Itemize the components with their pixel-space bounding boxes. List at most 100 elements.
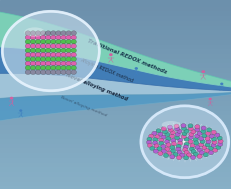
Circle shape [203,153,208,157]
Circle shape [201,70,205,73]
Polygon shape [0,47,231,91]
Circle shape [161,127,166,131]
Circle shape [51,48,56,53]
Circle shape [158,132,163,136]
Circle shape [61,31,66,35]
Circle shape [152,131,157,135]
Circle shape [188,124,193,128]
Circle shape [191,155,196,160]
Circle shape [176,147,181,151]
Circle shape [66,66,71,70]
Circle shape [25,66,31,70]
Circle shape [201,129,206,133]
Bar [0,132,231,137]
Circle shape [180,153,185,157]
Circle shape [25,53,31,57]
Circle shape [153,149,158,153]
Bar [0,184,231,189]
Circle shape [194,141,199,145]
Circle shape [187,153,192,157]
Circle shape [164,140,170,144]
Circle shape [61,66,66,70]
Circle shape [56,31,61,35]
Circle shape [162,130,167,134]
Circle shape [61,53,66,57]
Bar [0,66,231,71]
Circle shape [46,57,51,61]
Circle shape [170,130,175,135]
Bar [0,151,231,156]
Circle shape [30,70,36,74]
Circle shape [158,151,163,156]
Circle shape [40,57,46,61]
Circle shape [30,44,36,48]
Circle shape [176,144,181,148]
Circle shape [66,70,71,74]
Circle shape [51,61,56,66]
Circle shape [161,144,166,149]
Circle shape [51,44,56,48]
Circle shape [184,150,189,154]
Circle shape [46,44,51,48]
Bar [0,156,231,161]
Bar [0,57,231,61]
Bar [0,94,231,99]
Circle shape [56,48,61,53]
Circle shape [56,57,61,61]
Circle shape [71,48,76,53]
Circle shape [25,44,31,48]
Circle shape [141,106,229,178]
Bar [0,61,231,66]
Circle shape [171,142,176,146]
Circle shape [61,57,66,61]
Bar [0,123,231,128]
Circle shape [195,128,200,132]
Circle shape [146,140,152,144]
Circle shape [56,70,61,74]
Circle shape [188,140,193,144]
Circle shape [35,31,41,35]
Circle shape [161,149,166,153]
Circle shape [156,129,161,133]
Circle shape [178,138,183,142]
Circle shape [61,61,66,66]
Circle shape [165,132,170,137]
Circle shape [71,66,76,70]
Circle shape [218,139,223,143]
Circle shape [184,156,189,160]
Circle shape [177,129,182,133]
Circle shape [209,98,212,100]
Bar [0,175,231,180]
Circle shape [171,139,176,143]
Circle shape [40,48,46,53]
Circle shape [149,134,154,138]
Circle shape [51,57,56,61]
Circle shape [51,40,56,44]
Circle shape [147,137,152,141]
Bar [0,118,231,123]
Bar [0,165,231,170]
Circle shape [40,40,46,44]
Circle shape [202,146,207,150]
Bar [0,28,231,33]
Circle shape [220,83,223,85]
Circle shape [202,134,207,138]
Circle shape [212,140,217,144]
Polygon shape [0,93,231,121]
Circle shape [175,132,180,136]
Circle shape [206,131,211,136]
Circle shape [46,35,51,40]
Circle shape [159,141,164,146]
Circle shape [56,53,61,57]
Circle shape [175,127,180,131]
Circle shape [30,40,36,44]
Circle shape [199,151,204,155]
Circle shape [213,148,218,152]
Bar [0,5,231,9]
Circle shape [181,124,186,128]
Bar [0,161,231,165]
Circle shape [167,125,172,129]
Circle shape [51,35,56,40]
Circle shape [205,136,210,141]
Circle shape [51,70,56,74]
